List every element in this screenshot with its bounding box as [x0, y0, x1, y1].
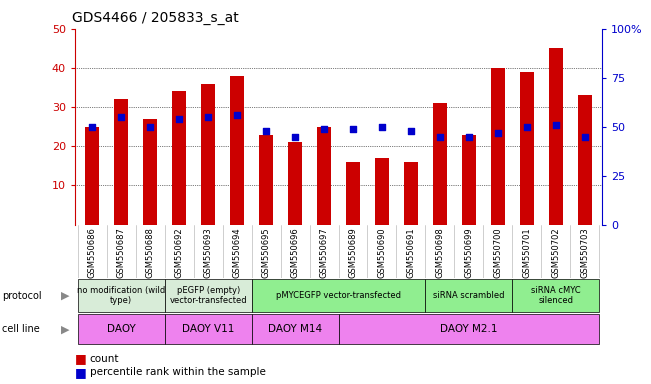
Bar	[577, 95, 592, 225]
Text: GSM550702: GSM550702	[551, 227, 561, 278]
Bar	[251, 314, 339, 344]
Text: GSM550694: GSM550694	[232, 227, 242, 278]
Point	[493, 129, 503, 136]
Text: GSM550699: GSM550699	[464, 227, 473, 278]
Bar	[288, 142, 302, 225]
Point	[348, 126, 358, 132]
Text: GSM550690: GSM550690	[378, 227, 387, 278]
Bar	[165, 279, 251, 312]
Text: percentile rank within the sample: percentile rank within the sample	[90, 367, 266, 377]
Text: GSM550695: GSM550695	[262, 227, 271, 278]
Bar	[404, 162, 418, 225]
Text: count: count	[90, 354, 119, 364]
Point	[203, 114, 214, 120]
Text: GSM550688: GSM550688	[146, 227, 155, 278]
Bar	[165, 314, 251, 344]
Text: ▶: ▶	[61, 324, 69, 334]
Bar	[339, 314, 600, 344]
Text: GSM550701: GSM550701	[522, 227, 531, 278]
Text: siRNA scrambled: siRNA scrambled	[433, 291, 505, 300]
Text: DAOY M2.1: DAOY M2.1	[440, 324, 497, 334]
Bar	[433, 103, 447, 225]
Bar	[201, 84, 215, 225]
Text: GSM550696: GSM550696	[290, 227, 299, 278]
Text: GSM550687: GSM550687	[117, 227, 126, 278]
Text: no modification (wild
type): no modification (wild type)	[77, 286, 165, 305]
Point	[145, 124, 156, 130]
Point	[116, 114, 126, 120]
Text: GDS4466 / 205833_s_at: GDS4466 / 205833_s_at	[72, 11, 239, 25]
Text: DAOY V11: DAOY V11	[182, 324, 234, 334]
Bar	[230, 76, 244, 225]
Text: pEGFP (empty)
vector-transfected: pEGFP (empty) vector-transfected	[169, 286, 247, 305]
Bar	[491, 68, 505, 225]
Point	[377, 124, 387, 130]
Bar	[426, 279, 512, 312]
Text: protocol: protocol	[2, 291, 42, 301]
Text: siRNA cMYC
silenced: siRNA cMYC silenced	[531, 286, 581, 305]
Text: GSM550692: GSM550692	[174, 227, 184, 278]
Text: GSM550703: GSM550703	[580, 227, 589, 278]
Point	[319, 126, 329, 132]
Text: GSM550689: GSM550689	[348, 227, 357, 278]
Bar	[462, 134, 476, 225]
Text: ■: ■	[75, 366, 87, 379]
Point	[551, 122, 561, 128]
Point	[232, 112, 242, 118]
Point	[406, 127, 416, 134]
Bar	[519, 72, 534, 225]
Text: GSM550693: GSM550693	[204, 227, 213, 278]
Point	[290, 134, 300, 140]
Text: GSM550686: GSM550686	[88, 227, 97, 278]
Point	[435, 134, 445, 140]
Bar	[172, 91, 186, 225]
Text: pMYCEGFP vector-transfected: pMYCEGFP vector-transfected	[276, 291, 401, 300]
Point	[261, 127, 271, 134]
Bar	[512, 279, 600, 312]
Text: GSM550691: GSM550691	[406, 227, 415, 278]
Bar	[317, 127, 331, 225]
Bar	[114, 99, 128, 225]
Text: ▶: ▶	[61, 291, 69, 301]
Text: GSM550697: GSM550697	[320, 227, 329, 278]
Bar	[143, 119, 158, 225]
Text: DAOY M14: DAOY M14	[268, 324, 322, 334]
Point	[579, 134, 590, 140]
Bar	[346, 162, 360, 225]
Text: GSM550698: GSM550698	[436, 227, 445, 278]
Point	[464, 134, 474, 140]
Bar	[77, 279, 165, 312]
Point	[174, 116, 184, 122]
Bar	[259, 134, 273, 225]
Bar	[77, 314, 165, 344]
Text: cell line: cell line	[2, 324, 40, 334]
Bar	[549, 48, 563, 225]
Point	[87, 124, 98, 130]
Bar	[85, 127, 100, 225]
Bar	[251, 279, 426, 312]
Bar	[375, 158, 389, 225]
Point	[521, 124, 532, 130]
Text: DAOY: DAOY	[107, 324, 135, 334]
Text: ■: ■	[75, 353, 87, 366]
Text: GSM550700: GSM550700	[493, 227, 503, 278]
